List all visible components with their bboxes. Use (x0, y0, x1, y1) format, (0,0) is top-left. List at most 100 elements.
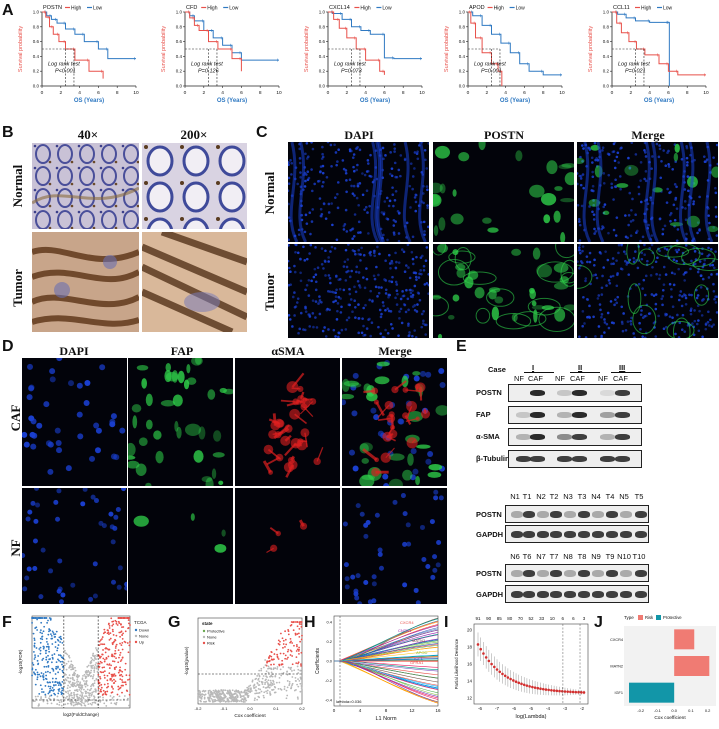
volcano-f-point (91, 695, 93, 697)
if-c-tumor-postn (433, 244, 574, 338)
nucleus (410, 292, 413, 295)
volcano-g-point (301, 626, 303, 628)
nucleus (651, 293, 654, 296)
nucleus (668, 191, 671, 194)
wb-band (511, 570, 523, 577)
if-d-nf-dapi-svg (22, 488, 127, 604)
nucleus (592, 190, 595, 193)
wb-band (600, 434, 615, 440)
nucleus (404, 304, 407, 307)
volcano-g-point (227, 692, 229, 694)
nucleus (351, 310, 354, 313)
red-signal (264, 445, 274, 455)
nucleus (578, 335, 581, 338)
km-xtick-label: 2 (202, 90, 205, 96)
nucleus (345, 209, 348, 212)
volcano-g-point (281, 689, 283, 691)
volcano-g-point (256, 692, 258, 694)
volcano-g-point (258, 675, 260, 677)
volcano-f-point (104, 659, 106, 661)
nucleus (314, 268, 317, 271)
volcano-g-point (266, 692, 268, 694)
nucleus (299, 176, 302, 179)
nucleus (672, 305, 675, 308)
volcano-f-point (100, 661, 102, 663)
green-signal (440, 184, 446, 194)
nucleus (32, 566, 37, 571)
if-d-dapi-header: DAPI (22, 344, 126, 359)
volcano-f-point (31, 675, 33, 677)
km-ytick-label: 0.4 (459, 54, 466, 59)
nucleus (391, 193, 394, 196)
volcano-f-point (104, 677, 106, 679)
volcano-f-point (92, 665, 94, 667)
km-test-label: Log rank test (334, 61, 366, 67)
lasso-coef-path (334, 661, 438, 693)
nucleus (368, 299, 371, 302)
wb-case-label: Case (488, 365, 506, 374)
nucleus (80, 501, 85, 506)
green-signal (173, 394, 183, 406)
cv-xtick-label: -7 (495, 706, 499, 711)
volcano-g-point (241, 700, 243, 702)
nucleus (673, 258, 676, 261)
km-gene-label: CFD (186, 5, 197, 11)
cv-point (556, 690, 559, 693)
nucleus (664, 164, 667, 167)
nucleus (376, 295, 379, 298)
nucleus (403, 250, 406, 253)
nucleus (102, 523, 107, 528)
volcano-f-point (115, 675, 117, 677)
nucleus (631, 198, 634, 201)
volcano-f-point (122, 681, 124, 683)
nucleus (687, 189, 690, 192)
wb-band (557, 434, 572, 440)
nucleus (674, 219, 677, 222)
if-d-nf-merge-svg (342, 488, 447, 604)
wb-strip-1 (508, 406, 642, 424)
nucleus (625, 236, 628, 239)
nucleus (110, 524, 115, 529)
wb-tissue-b-lane-2: N7 (534, 552, 548, 561)
volcano-f-point (33, 664, 35, 666)
volcano-g-point (301, 621, 303, 623)
volcano-g-point (300, 670, 302, 672)
green-signal (361, 458, 369, 464)
km-ytick-label: 0.4 (603, 54, 610, 59)
volcano-f-point (66, 679, 68, 681)
volcano-g-point (301, 639, 303, 641)
nucleus (693, 309, 696, 312)
nucleus (355, 266, 358, 269)
red-signal (300, 403, 307, 410)
nucleus (368, 205, 371, 208)
volcano-f-point (84, 674, 86, 676)
nucleus (639, 328, 642, 331)
nucleus (336, 193, 339, 196)
cv-point (485, 656, 488, 659)
volcano-f-point (110, 617, 112, 619)
volcano-f-point (99, 701, 101, 703)
volcano-f-point (90, 675, 92, 677)
volcano-f-point (99, 676, 101, 678)
volcano-f-point (69, 657, 71, 659)
nucleus (674, 333, 677, 336)
volcano-f-point (128, 619, 130, 621)
coef-xtick-label: 0.2 (705, 708, 711, 713)
green-signal (344, 381, 359, 387)
nucleus (384, 329, 387, 332)
wb-band (550, 570, 562, 577)
nucleus (357, 332, 360, 335)
volcano-g-point (254, 684, 256, 686)
volcano-g-point (266, 687, 268, 689)
wb-band (564, 531, 576, 538)
volcano-f-point (43, 648, 45, 650)
nucleus (325, 335, 328, 338)
volcano-f-point (72, 677, 74, 679)
volcano-f-point (47, 703, 49, 705)
volcano-g-point (282, 647, 284, 649)
volcano-f-point (119, 675, 121, 677)
nucleus (378, 548, 383, 553)
km-ytick-label: 0.0 (319, 84, 326, 89)
